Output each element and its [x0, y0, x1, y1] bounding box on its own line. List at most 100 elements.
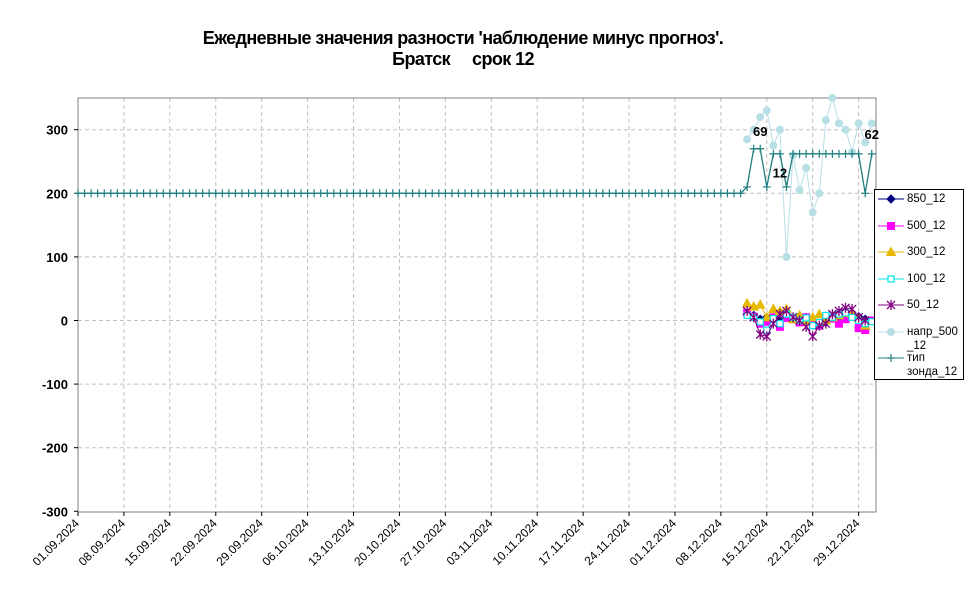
data-point — [861, 138, 870, 147]
data-label: 62 — [865, 127, 879, 142]
data-label: 69 — [753, 124, 767, 139]
data-point — [854, 119, 863, 128]
legend-item-napr: напр_500 _12 — [875, 325, 965, 352]
x-tick-label: 01.09.2024 — [30, 516, 83, 569]
legend-item-tip: тип зонда_12 — [875, 351, 965, 378]
series-napr — [743, 93, 876, 261]
legend-swatch — [878, 246, 904, 256]
x-tick-label: 27.10.2024 — [397, 516, 450, 569]
legend-label: 50_12 — [907, 299, 939, 311]
data-point — [749, 312, 759, 323]
legend-item-300-12: 300_12 — [875, 245, 965, 271]
y-tick-label: 100 — [46, 250, 68, 265]
data-point — [756, 144, 765, 153]
data-point — [782, 182, 791, 191]
legend-swatch — [878, 300, 904, 310]
data-point — [743, 135, 752, 144]
data-point — [885, 246, 897, 256]
data-point — [762, 331, 772, 342]
legend-item-850-12: 850_12 — [875, 192, 965, 218]
data-point — [755, 329, 765, 340]
data-point — [854, 149, 863, 158]
data-point — [867, 119, 876, 128]
data-point — [762, 106, 771, 115]
data-point — [795, 186, 804, 195]
data-point — [761, 311, 773, 322]
series-line — [78, 148, 873, 194]
legend-swatch — [878, 194, 904, 204]
data-point — [808, 208, 817, 217]
y-tick-label: 300 — [46, 123, 68, 138]
data-point — [775, 125, 784, 134]
data-point — [834, 305, 844, 316]
data-point — [854, 312, 864, 323]
y-tick-label: -300 — [42, 504, 68, 519]
chart-title-line1: Ежедневные значения разности 'наблюдение… — [202, 28, 724, 48]
x-tick-label: 10.11.2024 — [490, 516, 542, 568]
x-tick-label: 29.09.2024 — [213, 516, 266, 569]
y-axis: -300 -200 -100 0 100 200 300 — [42, 123, 78, 519]
data-point — [822, 311, 830, 320]
data-point — [814, 320, 824, 331]
legend: 850_12 500_12 300_12 100_12 50_12 напр_500 _1… — [874, 189, 964, 380]
chart-title-line2: Братск срок 12 — [392, 49, 534, 69]
legend-swatch — [878, 354, 904, 362]
x-tick-label: 24.11.2024 — [581, 516, 633, 568]
chart-title: Ежедневные значения разности 'наблюдение… — [0, 28, 926, 70]
x-tick-label: 08.12.2024 — [673, 516, 726, 569]
x-axis: 01.09.202408.09.202415.09.202422.09.2024… — [30, 512, 863, 569]
legend-swatch — [878, 221, 904, 230]
data-point — [769, 141, 778, 150]
data-point — [775, 309, 785, 320]
data-point — [860, 315, 870, 326]
x-tick-label: 17.11.2024 — [536, 516, 588, 568]
data-point — [848, 313, 856, 321]
data-point — [813, 308, 825, 319]
data-point — [768, 318, 778, 329]
legend-label: тип зонда_12 — [907, 352, 958, 378]
legend-label: 500_12 — [907, 219, 946, 232]
legend-label: 300_12 — [907, 246, 946, 258]
data-point — [788, 312, 798, 323]
data-point — [809, 321, 817, 330]
legend-label: 850_12 — [907, 193, 946, 205]
data-point — [741, 297, 753, 308]
y-tick-label: -100 — [42, 377, 68, 392]
series-50-12 — [742, 302, 870, 342]
data-point — [887, 327, 895, 336]
data-point — [841, 125, 850, 134]
data-point — [756, 112, 765, 121]
data-point — [743, 182, 752, 191]
x-tick-label: 20.10.2024 — [351, 516, 404, 569]
data-point — [754, 299, 766, 309]
data-point — [821, 116, 830, 125]
data-point — [756, 318, 764, 326]
annotations: 69 12 62 — [753, 124, 879, 180]
y-tick-label: 0 — [61, 314, 68, 329]
data-point — [867, 149, 876, 158]
data-point — [887, 221, 895, 230]
data-point — [749, 125, 758, 134]
legend-item-50-12: 50_12 — [875, 298, 965, 324]
data-point — [834, 119, 843, 128]
legend-item-100-12: 100_12 — [875, 272, 965, 298]
data-point — [887, 354, 895, 362]
legend-swatch — [878, 274, 904, 283]
x-tick-label: 22.09.2024 — [168, 516, 221, 569]
x-tick-label: 22.12.2024 — [764, 516, 817, 569]
legend-label: 100_12 — [907, 272, 946, 285]
data-point — [776, 320, 784, 328]
x-tick-label: 15.12.2024 — [719, 516, 772, 569]
y-tick-label: 200 — [46, 186, 68, 201]
data-point — [815, 189, 824, 198]
x-tick-label: 03.11.2024 — [444, 516, 496, 568]
data-point — [886, 300, 896, 310]
x-tick-label: 01.12.2024 — [627, 516, 680, 569]
data-point — [887, 274, 895, 283]
data-point — [782, 252, 791, 261]
data-point — [847, 304, 857, 315]
y-tick-label: -200 — [42, 441, 68, 456]
series-tip — [74, 144, 876, 198]
x-tick-label: 06.10.2024 — [259, 516, 312, 569]
